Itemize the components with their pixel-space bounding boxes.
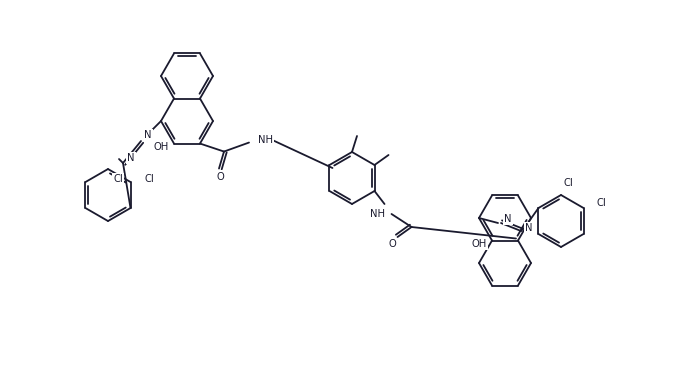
Text: Cl: Cl — [564, 178, 574, 188]
Text: OH: OH — [153, 142, 168, 152]
Text: O: O — [389, 239, 396, 249]
Text: N: N — [525, 223, 533, 233]
Text: O: O — [216, 171, 224, 181]
Text: N: N — [127, 153, 135, 163]
Text: Cl: Cl — [145, 174, 154, 184]
Text: NH: NH — [370, 209, 385, 219]
Text: Cl: Cl — [596, 198, 606, 208]
Text: OH: OH — [471, 239, 487, 249]
Text: N: N — [144, 130, 152, 140]
Text: N: N — [504, 214, 512, 224]
Text: Cl: Cl — [113, 174, 123, 184]
Text: NH: NH — [258, 135, 273, 144]
